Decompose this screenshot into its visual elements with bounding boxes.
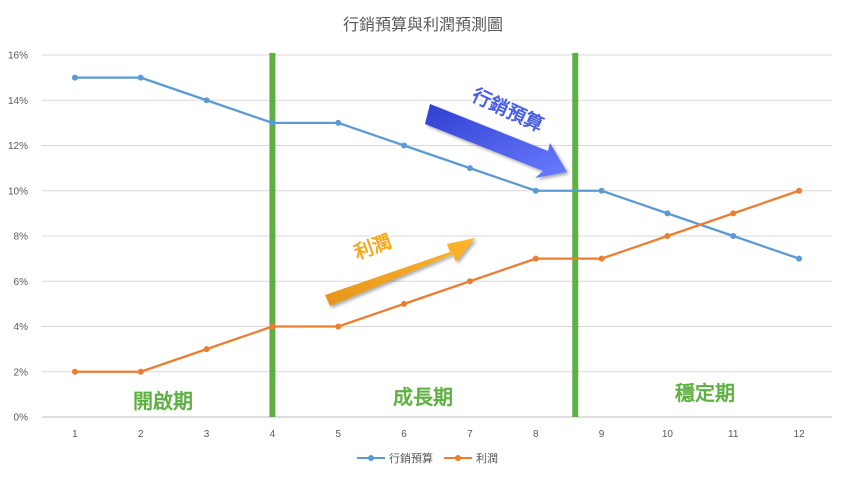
profit-arrow-icon <box>325 238 475 306</box>
profit-point <box>664 233 671 239</box>
phase-label-stable: 穩定期 <box>675 381 735 405</box>
marketing-budget-line <box>74 76 800 260</box>
x-tick-label: 10 <box>662 429 674 440</box>
profit-point <box>71 368 78 375</box>
marketing-budget-point <box>466 165 473 172</box>
phase-label-growth: 成長期 <box>393 385 453 409</box>
x-tick-label: 7 <box>467 429 473 440</box>
legend: 行銷預算 利潤 <box>357 451 498 465</box>
x-tick-label: 6 <box>401 429 407 440</box>
legend-marker-marketing <box>368 455 374 461</box>
profit-line <box>74 189 800 373</box>
marketing-budget-point <box>203 97 210 104</box>
phase-dividers <box>269 53 579 417</box>
chart-title: 行銷預算與利潤預測圖 <box>343 15 503 34</box>
y-tick-label: 2% <box>14 367 29 378</box>
marketing-budget-point <box>71 74 78 81</box>
profit-point <box>269 323 276 330</box>
marketing-budget-point <box>269 119 276 126</box>
marketing-budget-point <box>796 255 803 262</box>
x-tick-label: 1 <box>72 429 78 440</box>
y-tick-label: 10% <box>8 186 28 197</box>
marketing-budget-point <box>730 233 737 239</box>
y-tick-label: 14% <box>8 96 28 107</box>
x-tick-label: 2 <box>138 429 144 440</box>
marketing-budget-point <box>532 187 539 194</box>
profit-point <box>730 210 737 217</box>
y-axis-tick-labels: 0% 2% 4% 6% 8% 10% 12% 14% 16% <box>8 51 28 424</box>
marketing-budget-point <box>664 210 671 217</box>
gridlines <box>42 54 832 418</box>
x-tick-label: 3 <box>204 429 210 440</box>
profit-point <box>335 323 342 330</box>
x-tick-label: 12 <box>794 429 806 440</box>
legend-marker-profit <box>455 455 461 461</box>
profit-point <box>137 368 144 375</box>
x-tick-label: 11 <box>728 429 739 440</box>
marketing-arrow-annotation: 行銷預算 <box>425 82 567 178</box>
y-tick-label: 12% <box>8 141 28 152</box>
profit-point <box>466 278 473 285</box>
x-tick-label: 4 <box>270 429 276 440</box>
y-tick-label: 0% <box>14 413 29 424</box>
legend-label-profit: 利潤 <box>476 452 498 465</box>
profit-point <box>796 187 803 194</box>
marketing-budget-point <box>335 119 342 126</box>
marketing-budget-point <box>137 74 144 81</box>
legend-label-marketing: 行銷預算 <box>389 451 433 465</box>
marketing-budget-point <box>401 142 408 149</box>
marketing-arrow-icon <box>425 104 567 178</box>
marketing-budget-point <box>598 187 605 194</box>
profit-point <box>532 255 539 262</box>
y-tick-label: 8% <box>14 232 29 243</box>
y-tick-label: 16% <box>8 51 28 62</box>
series-lines <box>71 74 803 375</box>
profit-point <box>401 300 408 307</box>
profit-arrow-annotation: 利潤 <box>325 228 475 306</box>
x-axis-tick-labels: 1 2 3 4 5 6 7 8 9 10 11 12 <box>72 429 805 440</box>
x-tick-label: 8 <box>533 429 539 440</box>
phase-label-launch: 開啟期 <box>133 389 193 413</box>
profit-arrow-label: 利潤 <box>351 230 395 265</box>
profit-point <box>598 255 605 262</box>
x-tick-label: 9 <box>599 429 605 440</box>
profit-point <box>203 346 210 353</box>
y-tick-label: 4% <box>14 322 29 333</box>
x-tick-label: 5 <box>335 429 341 440</box>
y-tick-label: 6% <box>14 277 29 288</box>
